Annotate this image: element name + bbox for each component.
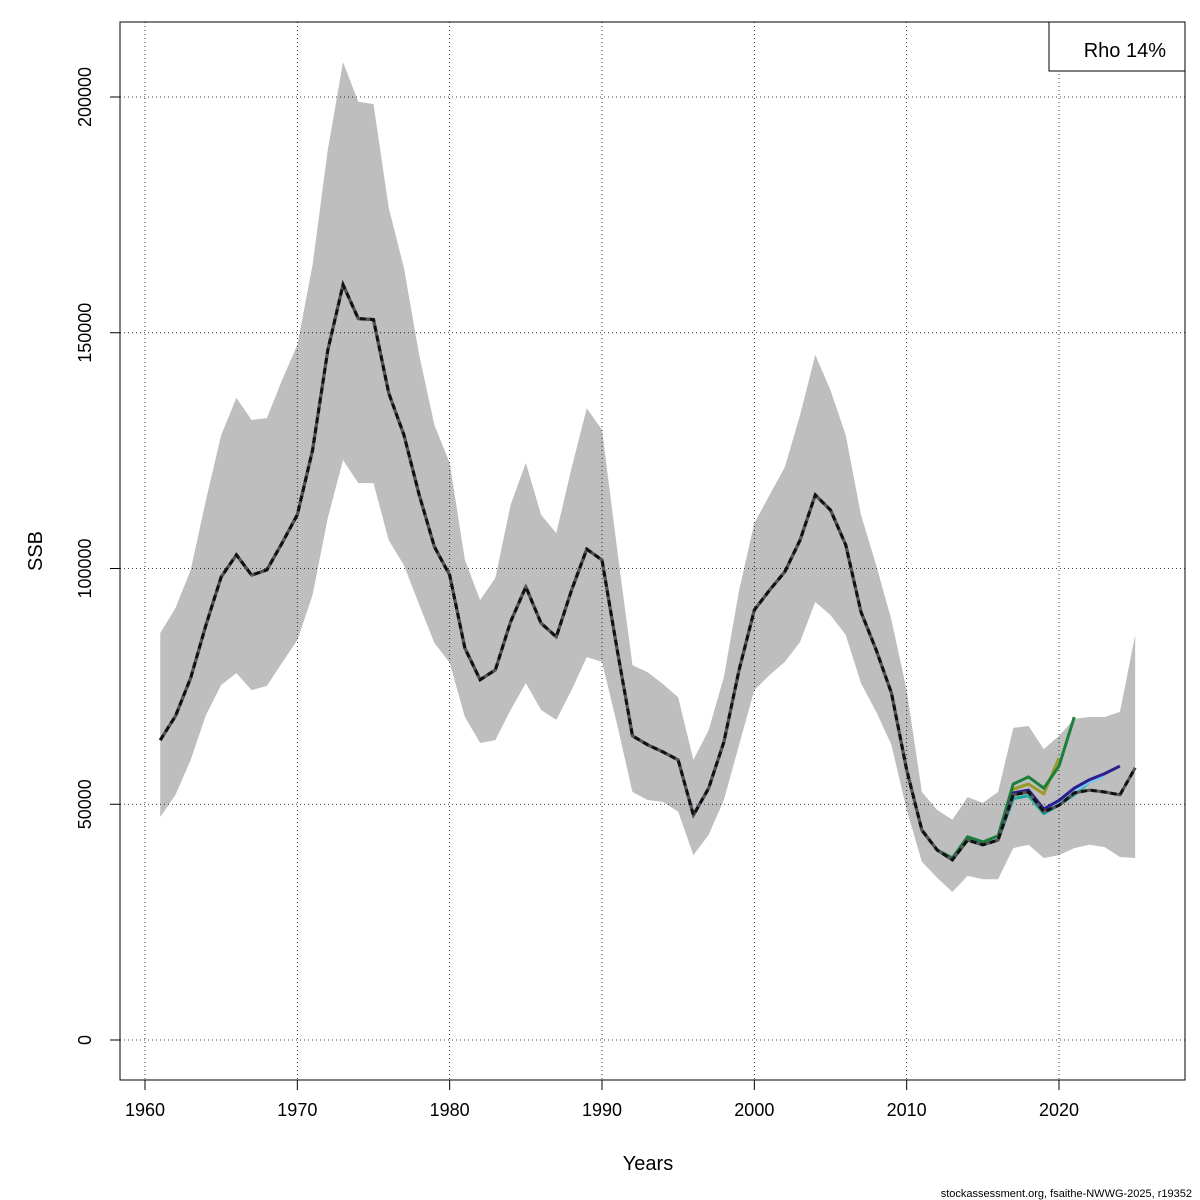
x-tick-label: 2010 xyxy=(887,1100,927,1120)
y-axis-label: SSB xyxy=(25,531,47,571)
x-tick-label: 1970 xyxy=(277,1100,317,1120)
axes-group: 1960 1970 1980 1990 2000 2010 2020 0 50000 100000… xyxy=(75,67,1079,1120)
x-axis-label: Years xyxy=(623,1153,673,1175)
series-line-base xyxy=(158,279,1137,862)
x-tick-label: 1990 xyxy=(582,1100,622,1120)
y-tick-label: 150000 xyxy=(75,303,95,363)
plot-frame xyxy=(119,21,1186,1081)
x-tick-label: 2000 xyxy=(734,1100,774,1120)
confidence-band-group xyxy=(160,62,1136,892)
y-tick-label: 50000 xyxy=(75,779,95,829)
grid-group xyxy=(120,22,1185,1080)
x-tick-label: 1960 xyxy=(125,1100,165,1120)
footer-credit: stockassessment.org, fsaithe-NWWG-2025, … xyxy=(941,1188,1192,1200)
x-tick-label: 1980 xyxy=(430,1100,470,1120)
x-tick-label: 2020 xyxy=(1039,1100,1079,1120)
y-tick-label: 0 xyxy=(75,1035,95,1045)
y-tick-label: 200000 xyxy=(75,67,95,127)
legend-rho-text: Rho 14% xyxy=(1084,40,1166,62)
confidence-band xyxy=(160,62,1136,892)
series-group xyxy=(158,279,1137,862)
y-tick-label: 100000 xyxy=(75,538,95,598)
legend-box xyxy=(1048,21,1186,72)
